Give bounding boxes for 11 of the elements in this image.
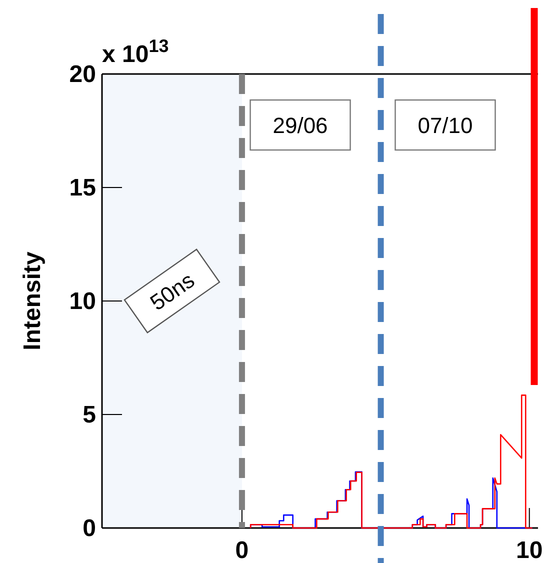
text: x 10$^{13}$: [102, 36, 169, 68]
y-axis-title: Intensity: [19, 251, 46, 350]
y-tick-label: 20: [69, 61, 96, 88]
annotation: 29/06: [272, 113, 328, 138]
y-tick-label: 0: [82, 515, 96, 542]
y-tick-label: 15: [69, 174, 96, 202]
y-tick-label: 10: [69, 288, 96, 315]
annotation: 07/10: [418, 113, 473, 138]
y-tick-label: 5: [82, 402, 96, 428]
band-label: 50ns: [146, 267, 199, 316]
line-series: [250, 394, 533, 529]
